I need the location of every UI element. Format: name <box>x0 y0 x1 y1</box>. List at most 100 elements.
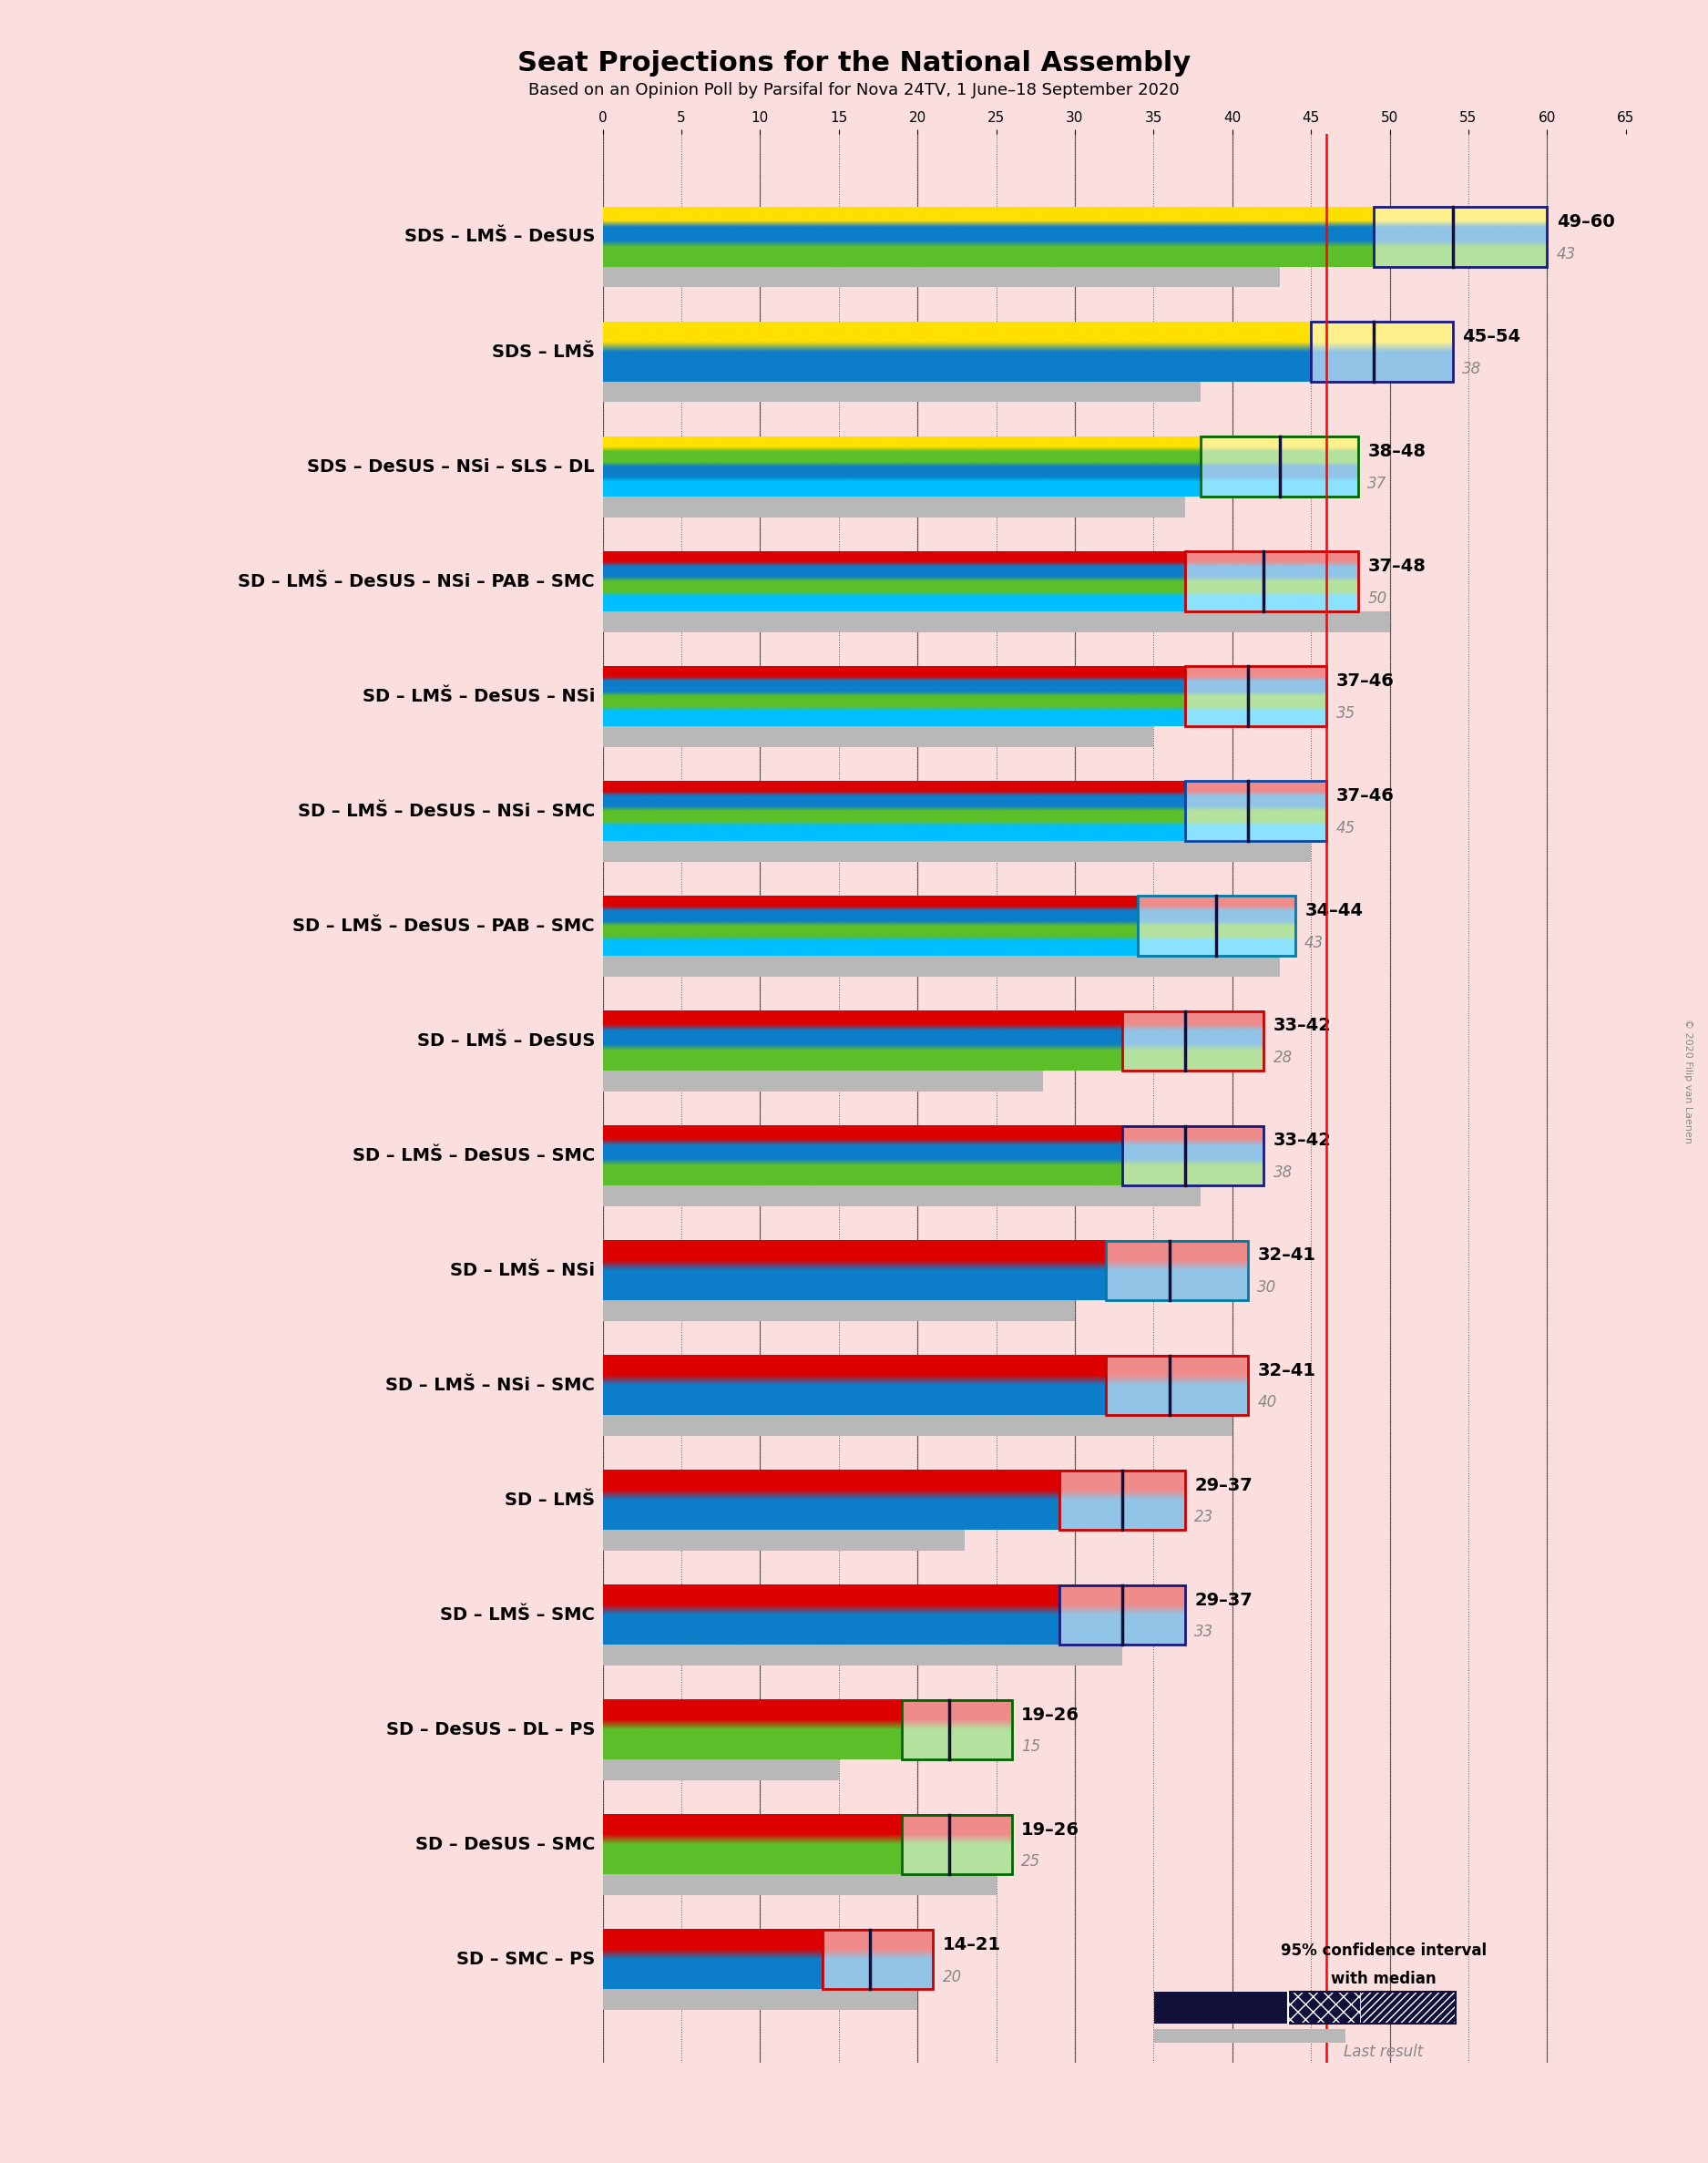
Bar <box>603 1185 1201 1207</box>
Bar <box>878 1929 933 1990</box>
Text: SD – LMŠ – DeSUS – NSi: SD – LMŠ – DeSUS – NSi <box>362 688 594 705</box>
Bar <box>1122 1125 1192 1185</box>
Text: 45–54: 45–54 <box>1462 329 1520 346</box>
Bar <box>1185 666 1327 727</box>
Bar <box>1122 1010 1192 1071</box>
Bar <box>1185 552 1358 612</box>
Bar <box>1192 1010 1264 1071</box>
Bar <box>1107 1242 1177 1300</box>
Bar <box>1177 1356 1249 1415</box>
Bar <box>902 1815 1011 1875</box>
Bar <box>1373 208 1547 266</box>
Text: 38: 38 <box>1462 361 1481 376</box>
Bar <box>1122 1010 1264 1071</box>
Bar <box>823 1929 878 1990</box>
Text: SD – LMŠ – NSi: SD – LMŠ – NSi <box>449 1261 594 1278</box>
Text: SD – LMŠ – DeSUS: SD – LMŠ – DeSUS <box>417 1032 594 1049</box>
Bar <box>1185 552 1271 612</box>
Bar <box>603 956 1279 976</box>
Text: 35: 35 <box>1336 705 1356 722</box>
Bar <box>956 1700 1011 1761</box>
Text: 19–26: 19–26 <box>1021 1821 1079 1839</box>
Text: SD – LMŠ – DeSUS – PAB – SMC: SD – LMŠ – DeSUS – PAB – SMC <box>292 917 594 934</box>
Text: SD – LMŠ – SMC: SD – LMŠ – SMC <box>441 1607 594 1624</box>
Bar <box>1192 1125 1264 1185</box>
Bar <box>1059 1471 1185 1529</box>
Text: SD – LMŠ – DeSUS – SMC: SD – LMŠ – DeSUS – SMC <box>352 1146 594 1164</box>
Text: 45: 45 <box>1336 820 1356 837</box>
Bar <box>603 1529 965 1551</box>
Bar <box>1122 1471 1185 1529</box>
Text: SDS – LMŠ – DeSUS: SDS – LMŠ – DeSUS <box>405 229 594 247</box>
Bar <box>902 1700 956 1761</box>
Bar <box>1201 437 1358 497</box>
Bar <box>1059 1471 1122 1529</box>
Bar <box>1185 781 1327 841</box>
Bar <box>902 1700 1011 1761</box>
Text: 95% confidence interval: 95% confidence interval <box>1281 1942 1486 1960</box>
Text: 34–44: 34–44 <box>1305 902 1363 919</box>
Text: 37: 37 <box>1368 476 1387 491</box>
Bar <box>1201 437 1279 497</box>
Text: 37–46: 37–46 <box>1336 673 1394 690</box>
Bar <box>1216 895 1295 956</box>
Bar <box>1107 1356 1177 1415</box>
Bar <box>1155 2029 1346 2044</box>
Text: 50: 50 <box>1368 590 1387 608</box>
Bar <box>1059 1585 1185 1644</box>
Bar <box>1185 781 1255 841</box>
Bar <box>1138 895 1216 956</box>
Text: 20: 20 <box>943 1968 962 1986</box>
Bar <box>1288 1992 1455 2025</box>
Bar <box>1312 322 1452 381</box>
Text: SD – SMC – PS: SD – SMC – PS <box>456 1951 594 1968</box>
Bar <box>603 1761 839 1780</box>
Text: 43: 43 <box>1305 934 1324 952</box>
Text: 32–41: 32–41 <box>1257 1363 1315 1380</box>
Text: 14–21: 14–21 <box>943 1936 1001 1953</box>
Bar <box>1122 1125 1264 1185</box>
Text: 43: 43 <box>1556 247 1576 262</box>
Bar <box>1255 781 1327 841</box>
Bar <box>603 727 1153 746</box>
Text: 33–42: 33–42 <box>1272 1131 1331 1149</box>
Text: 32–41: 32–41 <box>1257 1246 1315 1263</box>
Text: 29–37: 29–37 <box>1194 1477 1252 1495</box>
Text: 37–48: 37–48 <box>1368 558 1426 575</box>
Bar <box>603 1875 996 1895</box>
Text: 29–37: 29–37 <box>1194 1592 1252 1609</box>
Text: 23: 23 <box>1194 1510 1214 1525</box>
Bar <box>1107 1356 1249 1415</box>
Text: 19–26: 19–26 <box>1021 1707 1079 1724</box>
Bar <box>603 497 1185 517</box>
Text: SD – DeSUS – DL – PS: SD – DeSUS – DL – PS <box>386 1722 594 1739</box>
Text: SD – LMŠ – NSi – SMC: SD – LMŠ – NSi – SMC <box>386 1376 594 1393</box>
Bar <box>1138 895 1295 956</box>
Bar <box>1460 208 1547 266</box>
Text: 15: 15 <box>1021 1739 1040 1754</box>
Text: 25: 25 <box>1021 1854 1040 1871</box>
Text: SDS – LMŠ: SDS – LMŠ <box>492 344 594 361</box>
Text: 38: 38 <box>1272 1164 1293 1181</box>
Text: with median: with median <box>1331 1970 1436 1988</box>
Bar <box>1373 208 1460 266</box>
Bar <box>1177 1242 1249 1300</box>
Bar <box>1288 1992 1360 2025</box>
Text: 40: 40 <box>1257 1395 1278 1410</box>
Bar <box>956 1815 1011 1875</box>
Text: 33–42: 33–42 <box>1272 1017 1331 1034</box>
Bar <box>1122 1585 1185 1644</box>
Text: Based on an Opinion Poll by Parsifal for Nova 24TV, 1 June–18 September 2020: Based on an Opinion Poll by Parsifal for… <box>528 82 1180 99</box>
Bar <box>1185 666 1255 727</box>
Text: 33: 33 <box>1194 1624 1214 1640</box>
Bar <box>1107 1242 1249 1300</box>
Bar <box>1059 1585 1122 1644</box>
Bar <box>1279 437 1358 497</box>
Text: 38–48: 38–48 <box>1368 443 1426 461</box>
Bar <box>1271 552 1358 612</box>
Text: SDS – DeSUS – NSi – SLS – DL: SDS – DeSUS – NSi – SLS – DL <box>307 459 594 476</box>
Text: 30: 30 <box>1257 1280 1278 1296</box>
Text: SD – LMŠ – DeSUS – NSi – SMC: SD – LMŠ – DeSUS – NSi – SMC <box>297 802 594 820</box>
Bar <box>1312 322 1382 381</box>
Bar <box>1255 666 1327 727</box>
